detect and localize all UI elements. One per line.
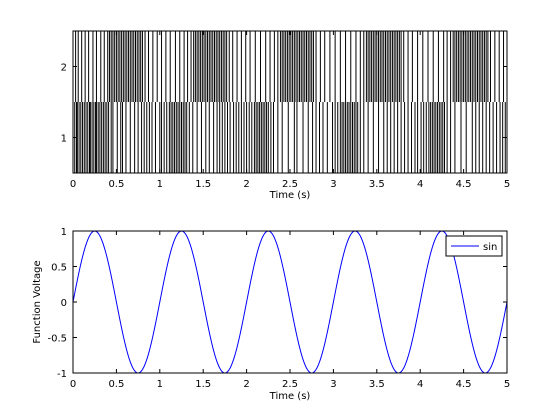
sine-x-tick-label: 4.5 <box>456 379 472 390</box>
sine-x-tick-label: 2 <box>243 379 249 390</box>
sine-x-tick-label: 0.5 <box>108 379 124 390</box>
raster-x-tick-label: 3 <box>330 179 336 190</box>
sine-series-line <box>72 230 508 374</box>
raster-x-tick-label: 1 <box>157 179 163 190</box>
raster-x-tick-label: 3.5 <box>369 179 385 190</box>
sine-x-tick-label: 1 <box>157 379 163 390</box>
sine-y-tick-label: 0 <box>61 298 67 309</box>
raster-subplot: 0 0.5 1 1.5 2 2.5 3 3.5 4 4.5 5 12 Time (s) <box>61 30 510 201</box>
raster-x-ticks: 0 0.5 1 1.5 2 2.5 3 3.5 4 4.5 5 <box>70 31 510 190</box>
sine-y-axis-label: Function Voltage <box>32 260 43 343</box>
sine-subplot: 0 0.5 1 1.5 2 2.5 3 3.5 4 4.5 5 1 0.5 0 -0.5 -1 Time (… <box>32 227 510 402</box>
legend-label-sin: sin <box>483 242 497 253</box>
raster-x-tick-label: 5 <box>504 179 510 190</box>
sine-x-tick-label: 4 <box>417 379 423 390</box>
raster-x-axis-label: Time (s) <box>269 190 311 201</box>
raster-y-tick-label: 1 <box>61 134 67 145</box>
raster-x-tick-label: 0 <box>70 179 76 190</box>
sine-y-tick-label: -0.5 <box>47 334 67 345</box>
raster-events <box>74 31 506 173</box>
sine-x-ticks: 0 0.5 1 1.5 2 2.5 3 3.5 4 4.5 5 <box>70 231 510 390</box>
sine-x-tick-label: 1.5 <box>195 379 211 390</box>
raster-x-tick-label: 4.5 <box>456 179 472 190</box>
sine-y-tick-label: 1 <box>61 227 67 238</box>
raster-x-tick-label: 0.5 <box>108 179 124 190</box>
raster-x-tick-label: 4 <box>417 179 423 190</box>
sine-x-axis-label: Time (s) <box>269 391 311 402</box>
sine-y-tick-label: 0.5 <box>51 263 67 274</box>
sine-x-tick-label: 0 <box>70 379 76 390</box>
sine-y-tick-label: -1 <box>57 369 67 380</box>
sine-x-tick-label: 5 <box>504 379 510 390</box>
sine-x-tick-label: 3.5 <box>369 379 385 390</box>
raster-y-ticks: 12 <box>61 63 507 145</box>
raster-y-tick-label: 2 <box>61 63 67 74</box>
raster-x-tick-label: 2 <box>243 179 249 190</box>
raster-x-tick-label: 1.5 <box>195 179 211 190</box>
sine-y-ticks: 1 0.5 0 -0.5 -1 <box>47 227 507 380</box>
raster-x-tick-label: 2.5 <box>282 179 298 190</box>
sine-x-tick-label: 2.5 <box>282 379 298 390</box>
legend: sin <box>445 235 503 257</box>
sine-x-tick-label: 3 <box>330 379 336 390</box>
